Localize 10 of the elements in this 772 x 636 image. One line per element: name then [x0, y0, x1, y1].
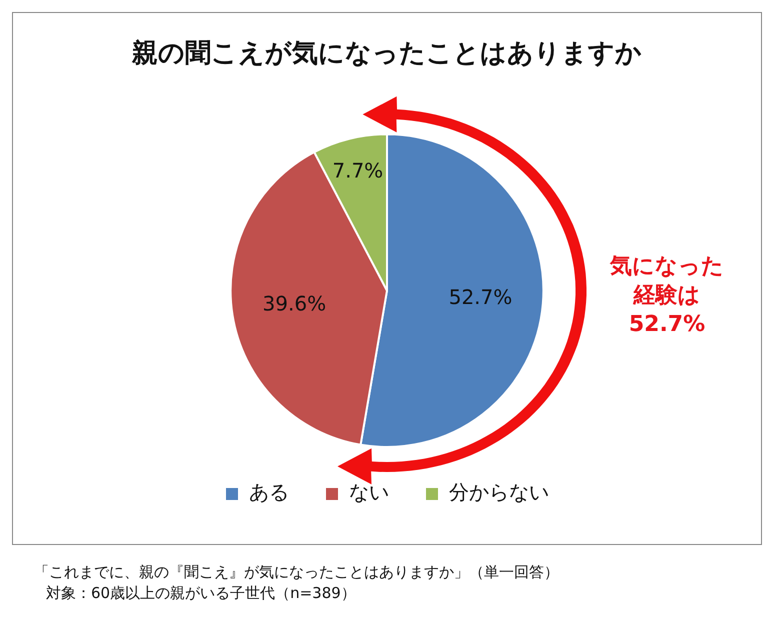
text: 気になった経験は52.7%: [610, 253, 724, 339]
text: 「これまでに、親の『聞こえ』が気になったことはありますか」（単一回答）: [34, 562, 559, 583]
legend-label: 分からない: [449, 480, 549, 504]
text: 対象：60歳以上の親がいる子世代（n=389）: [45, 583, 357, 604]
data-label: 7.7%: [332, 158, 384, 182]
chart-title: 親の聞こえが気になったことはありますか: [131, 38, 642, 68]
legend-label: ある: [249, 480, 289, 504]
legend-label: ない: [349, 480, 389, 504]
data-label: 39.6%: [262, 291, 326, 316]
data-label: 52.7%: [448, 284, 512, 309]
